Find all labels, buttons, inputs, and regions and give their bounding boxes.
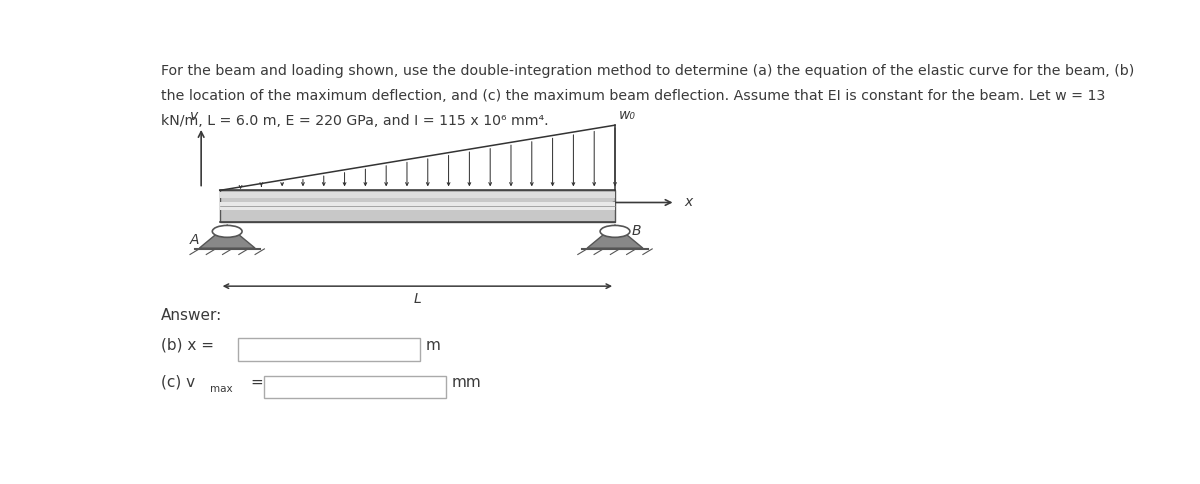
FancyBboxPatch shape xyxy=(264,376,445,398)
Polygon shape xyxy=(220,192,616,198)
Polygon shape xyxy=(220,190,616,222)
Text: w₀: w₀ xyxy=(619,108,636,122)
Text: mm: mm xyxy=(451,375,481,390)
Circle shape xyxy=(212,226,242,237)
Text: L: L xyxy=(414,292,421,306)
FancyBboxPatch shape xyxy=(239,338,420,361)
Text: v: v xyxy=(190,109,198,123)
Text: =: = xyxy=(251,375,263,390)
Text: kN/m, L = 6.0 m, E = 220 GPa, and I = 115 x 10⁶ mm⁴.: kN/m, L = 6.0 m, E = 220 GPa, and I = 11… xyxy=(161,114,548,128)
Text: m: m xyxy=(425,337,440,352)
Text: B: B xyxy=(631,225,641,239)
Polygon shape xyxy=(220,202,616,210)
Circle shape xyxy=(600,226,630,237)
Polygon shape xyxy=(199,225,256,248)
Text: max: max xyxy=(210,384,232,394)
Text: (c) v: (c) v xyxy=(161,375,196,390)
Text: (b) x =: (b) x = xyxy=(161,337,214,352)
Text: For the beam and loading shown, use the double-integration method to determine (: For the beam and loading shown, use the … xyxy=(161,64,1134,77)
Text: A: A xyxy=(190,233,199,247)
Text: x: x xyxy=(685,196,694,210)
Polygon shape xyxy=(587,225,643,248)
Text: the location of the maximum deflection, and (c) the maximum beam deflection. Ass: the location of the maximum deflection, … xyxy=(161,89,1105,103)
Text: Answer:: Answer: xyxy=(161,308,222,323)
